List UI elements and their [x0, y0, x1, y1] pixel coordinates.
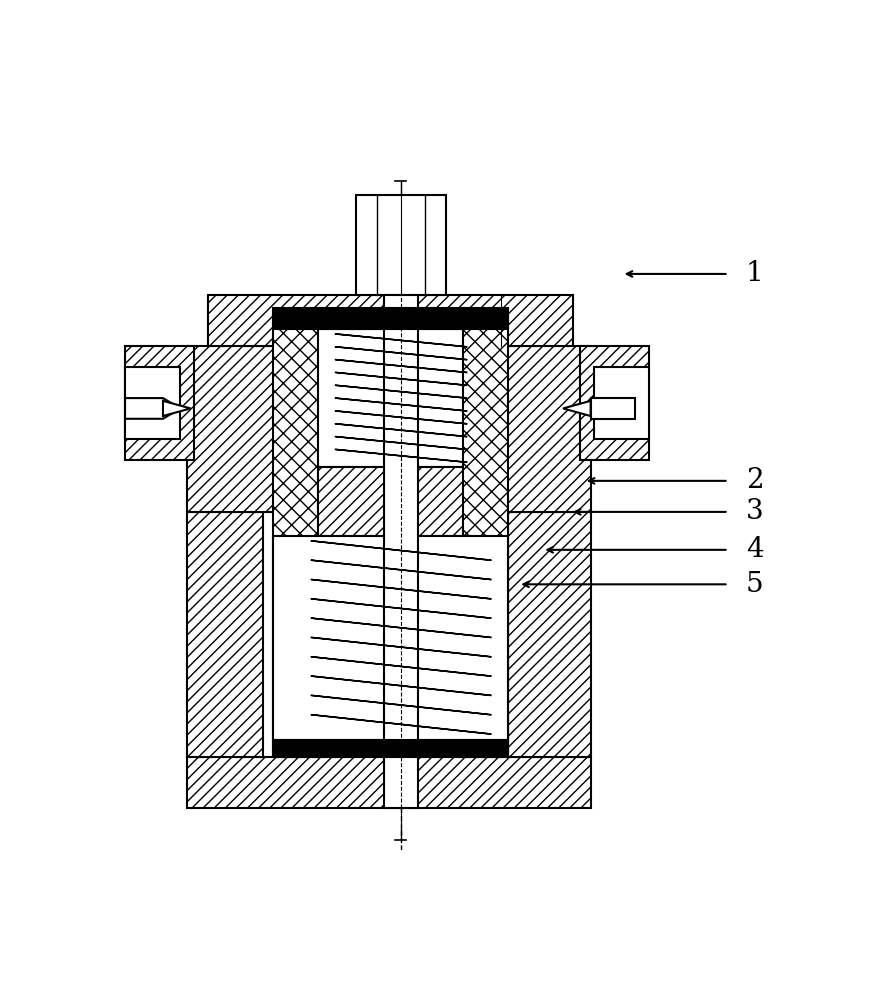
Polygon shape [163, 401, 190, 416]
Bar [595, 367, 650, 439]
Bar [187, 512, 263, 757]
Bar [273, 536, 508, 740]
Bar [319, 467, 463, 536]
Bar [384, 295, 418, 808]
Bar [508, 512, 591, 757]
Bar [273, 308, 508, 329]
Bar [273, 315, 319, 757]
Bar [356, 195, 446, 295]
Bar [319, 329, 463, 467]
Text: 1: 1 [746, 260, 764, 287]
Text: 4: 4 [746, 536, 764, 563]
Bar [125, 346, 194, 460]
Text: 2: 2 [746, 467, 764, 494]
Polygon shape [591, 398, 635, 419]
Polygon shape [125, 398, 181, 419]
Bar [273, 740, 508, 757]
Polygon shape [563, 401, 591, 416]
Bar [580, 346, 650, 460]
Bar [459, 315, 508, 757]
Bar [187, 346, 591, 512]
Bar [125, 367, 180, 439]
Text: 5: 5 [746, 571, 764, 598]
Bar [187, 757, 591, 808]
Bar [208, 295, 573, 346]
Text: 3: 3 [746, 498, 764, 525]
